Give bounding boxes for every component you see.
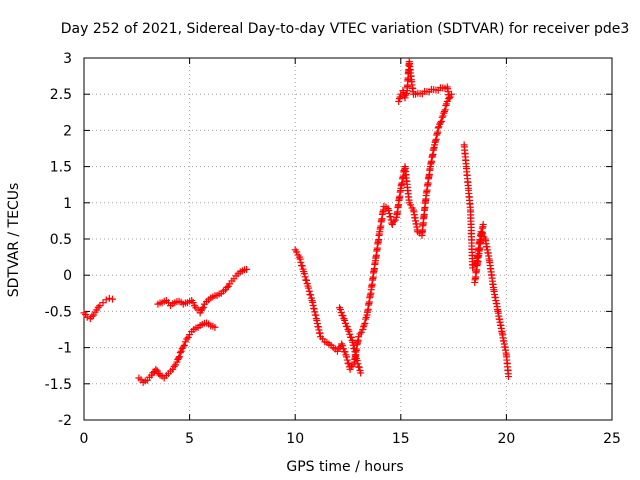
data-point (88, 312, 96, 320)
data-point (152, 365, 160, 373)
data-point (90, 311, 98, 319)
data-point (337, 309, 345, 317)
y-tick-label: 3 (63, 51, 72, 67)
point-layer (80, 58, 513, 386)
y-tick-label: 2 (63, 123, 72, 139)
data-point (102, 296, 110, 304)
x-tick-label: 0 (80, 431, 89, 447)
y-tick-label: 1 (63, 196, 72, 212)
data-point (305, 284, 313, 292)
data-point (479, 221, 487, 229)
data-point (198, 305, 206, 313)
x-axis-label: GPS time / hours (286, 459, 403, 475)
data-point (437, 119, 445, 127)
data-point (302, 276, 310, 284)
data-point (355, 363, 363, 371)
y-tick-label: 0 (63, 268, 72, 284)
data-point (361, 319, 369, 327)
data-point (199, 304, 207, 312)
data-point (385, 210, 393, 218)
data-point (395, 95, 403, 103)
data-point (445, 94, 453, 102)
data-point (442, 101, 450, 109)
tick-layer: 0 5 10 15 20 25 -2 -1.5 -1 -0.5 0 0.5 1 1.5 2 2.5 3 (45, 51, 621, 447)
data-point (407, 201, 415, 209)
data-point (296, 255, 304, 263)
y-tick-label: -2 (58, 413, 72, 429)
data-point (336, 304, 344, 312)
data-point (385, 206, 393, 214)
data-point (189, 299, 197, 307)
y-axis-label: SDTVAR / TECUs (6, 183, 22, 298)
data-point (307, 291, 315, 299)
data-point (441, 106, 449, 114)
data-point (180, 341, 188, 349)
x-tick-label: 10 (286, 431, 304, 447)
x-tick-label: 20 (497, 431, 515, 447)
data-point (353, 356, 361, 364)
y-tick-label: 2.5 (50, 87, 72, 103)
data-point (347, 333, 355, 341)
data-point (341, 319, 349, 327)
data-point (336, 306, 344, 314)
data-point (297, 258, 305, 266)
data-point (179, 343, 187, 351)
data-point (357, 369, 365, 377)
data-point (505, 373, 513, 381)
data-point (343, 323, 351, 331)
data-point (301, 273, 309, 281)
chart-title: Day 252 of 2021, Sidereal Day-to-day VTE… (61, 21, 630, 37)
data-point (343, 353, 351, 361)
x-tick-label: 5 (185, 431, 194, 447)
data-point (440, 109, 448, 117)
data-point (362, 315, 370, 323)
data-point (359, 323, 367, 331)
y-tick-label: -0.5 (45, 304, 72, 320)
data-point (109, 295, 117, 303)
data-point (346, 330, 354, 338)
data-point (345, 327, 353, 335)
data-point (387, 213, 395, 221)
data-point (176, 349, 184, 357)
data-point (339, 312, 347, 320)
data-point (339, 342, 347, 350)
data-point (390, 218, 398, 226)
data-point (170, 363, 178, 371)
x-tick-label: 25 (603, 431, 621, 447)
x-tick-label: 15 (392, 431, 410, 447)
data-point (402, 91, 410, 99)
data-point (348, 363, 356, 371)
data-point (83, 313, 91, 321)
data-point (354, 360, 362, 368)
data-point (300, 270, 308, 278)
data-point (341, 316, 349, 324)
data-point (298, 262, 306, 270)
grid-layer (84, 58, 612, 420)
data-point (293, 248, 301, 256)
data-point (175, 354, 183, 362)
data-point (440, 107, 448, 115)
data-point (360, 321, 368, 329)
data-point (80, 309, 88, 317)
data-point (356, 330, 364, 338)
y-tick-label: 0.5 (50, 232, 72, 248)
y-tick-label: 1.5 (50, 160, 72, 176)
data-point (105, 294, 113, 302)
data-point (343, 356, 351, 364)
y-tick-label: -1.5 (45, 377, 72, 393)
data-point (437, 117, 445, 125)
data-point (211, 323, 219, 331)
data-point (341, 348, 349, 356)
data-point (339, 345, 347, 353)
data-point (438, 113, 446, 121)
data-point (243, 265, 251, 273)
y-tick-label: -1 (58, 341, 72, 357)
data-point (183, 335, 191, 343)
data-point (155, 370, 163, 378)
data-point (305, 287, 313, 295)
data-point (175, 353, 183, 361)
